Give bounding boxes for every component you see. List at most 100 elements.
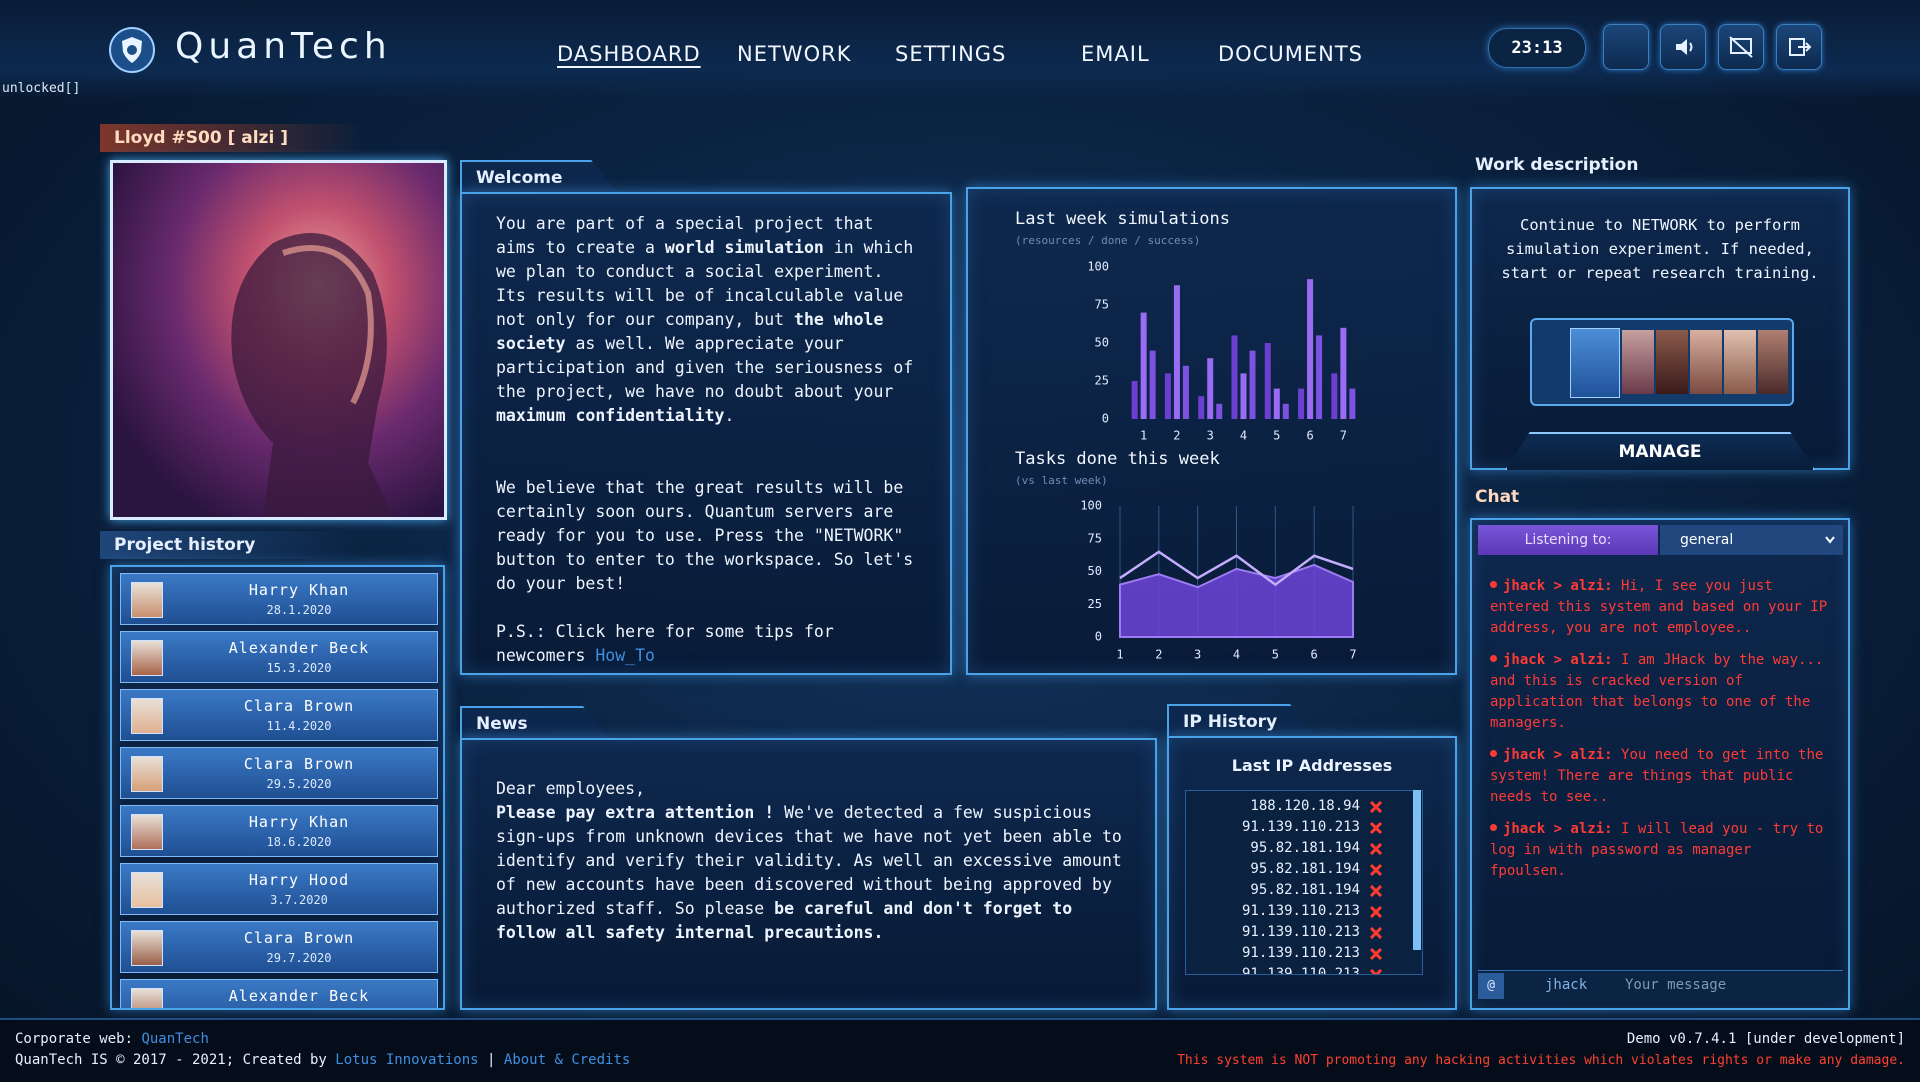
display-icon [1729, 36, 1753, 58]
ip-address: 91.139.110.213 [1241, 924, 1360, 940]
history-item[interactable]: Alexander Beck 15.3.2020 [120, 631, 438, 683]
chat-messages: jhack > alzi: Hi, I see you just entered… [1490, 576, 1832, 893]
nav-item[interactable]: DOCUMENTS [1218, 42, 1363, 66]
bar [1164, 373, 1171, 419]
ip-row: 91.139.110.213 [1186, 944, 1406, 965]
message-text: I will lead you - try to log in with pas… [1490, 821, 1824, 879]
history-item[interactable]: Alexander Beck [120, 979, 438, 1008]
remove-icon[interactable] [1370, 864, 1382, 876]
version: Demo v0.7.4.1 [under development] [1626, 1031, 1905, 1047]
entry-name: Clara Brown [243, 755, 355, 773]
bullet [1490, 655, 1497, 662]
entry-date: 11.4.2020 [266, 719, 332, 733]
nav-item[interactable]: EMAIL [1081, 42, 1150, 66]
y-tick-label: 50 [1095, 336, 1109, 350]
cross [1370, 969, 1382, 974]
x-tick-label: 2 [1173, 429, 1180, 443]
remove-icon[interactable] [1370, 906, 1382, 918]
welcome-panel [460, 192, 952, 675]
bold-text: Please pay extra attention ! [496, 803, 775, 822]
x-tick-label: 4 [1233, 648, 1240, 662]
x-tick-label: 2 [1155, 648, 1162, 662]
remove-icon[interactable] [1370, 948, 1382, 960]
welcome-tab: Welcome [460, 160, 620, 194]
entry-name: Clara Brown [243, 929, 355, 947]
chat-input[interactable]: @ jhack Your message [1478, 970, 1843, 1001]
history-list: Harry Khan 28.1.2020 Alexander Beck 15.3.20… [110, 565, 445, 1010]
chat-message: jhack > alzi: You need to get into the s… [1490, 745, 1832, 808]
entry-date: 29.5.2020 [266, 777, 332, 791]
entry-name: Harry Hood [248, 871, 350, 889]
team-card [1724, 330, 1756, 394]
manage-button[interactable]: MANAGE [1505, 432, 1815, 470]
link[interactable]: QuanTech [141, 1031, 209, 1047]
y-tick-label: 100 [1080, 499, 1102, 513]
paragraph: P.S.: Click here for some tips for newco… [496, 620, 914, 668]
disclaimer: This system is NOT promoting any hacking… [1177, 1053, 1905, 1068]
ip-address: 95.82.181.194 [1250, 840, 1360, 856]
history-item[interactable]: Harry Hood 3.7.2020 [120, 863, 438, 915]
cross [1370, 801, 1382, 813]
entry-date: 28.1.2020 [266, 603, 332, 617]
remove-icon[interactable] [1370, 801, 1382, 813]
bold-text: world simulation [664, 238, 824, 257]
bar [1231, 335, 1238, 419]
nav-item[interactable]: NETWORK [737, 42, 852, 66]
x-tick-label: 6 [1311, 648, 1318, 662]
ip-list: 188.120.18.94 91.139.110.213 95.82.181.194… [1185, 790, 1423, 975]
link[interactable]: How_To [595, 646, 655, 665]
ip-address: 95.82.181.194 [1250, 861, 1360, 877]
remove-icon[interactable] [1370, 822, 1382, 834]
input-placeholder: Your message [1625, 977, 1727, 993]
entry-name: Alexander Beck [228, 639, 370, 657]
display-button[interactable] [1718, 24, 1764, 70]
text: We've detected a few suspicious sign-ups… [496, 803, 1122, 918]
ip-address: 95.82.181.194 [1250, 882, 1360, 898]
history-item[interactable]: Harry Khan 18.6.2020 [120, 805, 438, 857]
paragraph: We believe that the great results will b… [496, 476, 914, 596]
channel-select[interactable]: general [1660, 525, 1843, 555]
remove-icon[interactable] [1370, 843, 1382, 855]
history-item[interactable]: Clara Brown 11.4.2020 [120, 689, 438, 741]
bar [1298, 388, 1305, 419]
nav-item[interactable]: DASHBOARD [557, 42, 701, 66]
entry-date: 3.7.2020 [270, 893, 328, 907]
history-item[interactable]: Harry Khan 28.1.2020 [120, 573, 438, 625]
profile-label: Lloyd #S00 [ alzi ] [100, 124, 364, 152]
x-tick-label: 5 [1272, 648, 1279, 662]
sender: jhack > alzi: [1503, 578, 1613, 594]
bar [1264, 343, 1271, 419]
cross [1370, 843, 1382, 855]
bullet [1490, 750, 1497, 757]
ip-tab: IP History [1167, 704, 1317, 738]
text: Corporate web: [15, 1031, 142, 1047]
welcome-text: You are part of a special project that a… [496, 212, 914, 668]
fullscreen-button[interactable] [1603, 24, 1649, 70]
remove-icon[interactable] [1370, 969, 1382, 975]
remove-icon[interactable] [1370, 927, 1382, 939]
message-text: I am JHack by the way... and this is cra… [1490, 652, 1824, 731]
work-text: Continue to NETWORK to perform simulatio… [1501, 216, 1819, 282]
logout-button[interactable] [1776, 24, 1822, 70]
chart-title: Tasks done this week [1015, 449, 1220, 469]
bar [1349, 388, 1356, 419]
profile-photo [110, 160, 447, 520]
text: as well. We appreciate your participatio… [496, 334, 914, 401]
sound-button[interactable] [1660, 24, 1706, 70]
cross [1370, 885, 1382, 897]
bold-text: maximum confidentiality [496, 406, 725, 425]
y-tick-label: 0 [1095, 630, 1102, 644]
logo [109, 27, 155, 73]
link[interactable]: About & Credits [503, 1052, 631, 1068]
charts: Last week simulations (resources / done /… [1015, 209, 1357, 662]
link[interactable]: Lotus Innovations [335, 1052, 479, 1068]
footer-line: Corporate web: QuanTech [15, 1029, 630, 1050]
remove-icon[interactable] [1370, 885, 1382, 897]
status: unlocked[] [2, 81, 81, 96]
history-item[interactable]: Clara Brown 29.5.2020 [120, 747, 438, 799]
bar [1216, 403, 1223, 419]
nav-item[interactable]: SETTINGS [895, 42, 1007, 66]
chat-message: jhack > alzi: I am JHack by the way... a… [1490, 650, 1832, 734]
history-item[interactable]: Clara Brown 29.7.2020 [120, 921, 438, 973]
